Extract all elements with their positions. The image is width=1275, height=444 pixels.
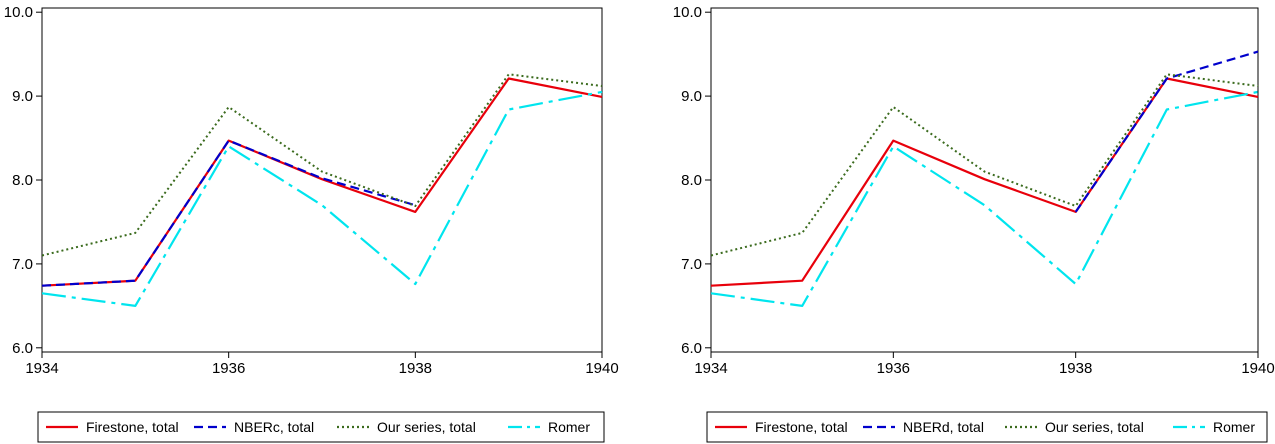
y-tick-label: 7.0: [681, 256, 702, 273]
legend-label-2: NBERc, total: [234, 419, 314, 435]
y-tick-label: 8.0: [12, 172, 33, 189]
y-tick-label: 10.0: [4, 4, 33, 21]
series-line-4: [711, 90, 1259, 307]
series-line-3: [711, 73, 1259, 257]
x-tick-label: 1940: [585, 360, 618, 377]
x-tick-label: 1938: [1059, 360, 1092, 377]
y-tick-label: 9.0: [12, 88, 33, 105]
series-line-2: [1074, 50, 1259, 213]
legend-label-3: Our series, total: [1045, 419, 1144, 435]
y-tick-label: 6.0: [681, 340, 702, 357]
x-tick-label: 1936: [212, 360, 245, 377]
x-tick-label: 1938: [399, 360, 432, 377]
chart-panel-2: 6.0 7.0 8.0 9.0 10.0 1934 1936 1938 1940 Fireston…: [673, 4, 1275, 443]
x-tick-label: 1934: [25, 360, 58, 377]
legend-label-4: Romer: [548, 419, 590, 435]
y-tick-label: 9.0: [681, 88, 702, 105]
legend-label-1: Firestone, total: [86, 419, 179, 435]
x-tick-label: 1934: [694, 360, 727, 377]
series-line-3: [42, 73, 603, 257]
legend-label-3: Our series, total: [377, 419, 476, 435]
x-tick-label: 1936: [877, 360, 910, 377]
series-line-1: [42, 77, 603, 287]
y-tick-label: 10.0: [673, 4, 702, 21]
legend-label-4: Romer: [1213, 419, 1255, 435]
legend-label-2: NBERd, total: [903, 419, 984, 435]
series-line-2: [42, 139, 416, 287]
series-line-1: [711, 77, 1259, 287]
chart-panel-1: 6.0 7.0 8.0 9.0 10.0 1934 1936 1938 1940 Fireston…: [4, 4, 619, 443]
legend: Firestone, total NBERd, total Our series, …: [706, 411, 1268, 443]
series-line-4: [42, 90, 603, 307]
legend: Firestone, total NBERc, total Our series, …: [37, 411, 605, 443]
y-tick-label: 6.0: [12, 340, 33, 357]
y-tick-label: 8.0: [681, 172, 702, 189]
x-tick-label: 1940: [1241, 360, 1274, 377]
y-tick-label: 7.0: [12, 256, 33, 273]
legend-label-1: Firestone, total: [755, 419, 848, 435]
